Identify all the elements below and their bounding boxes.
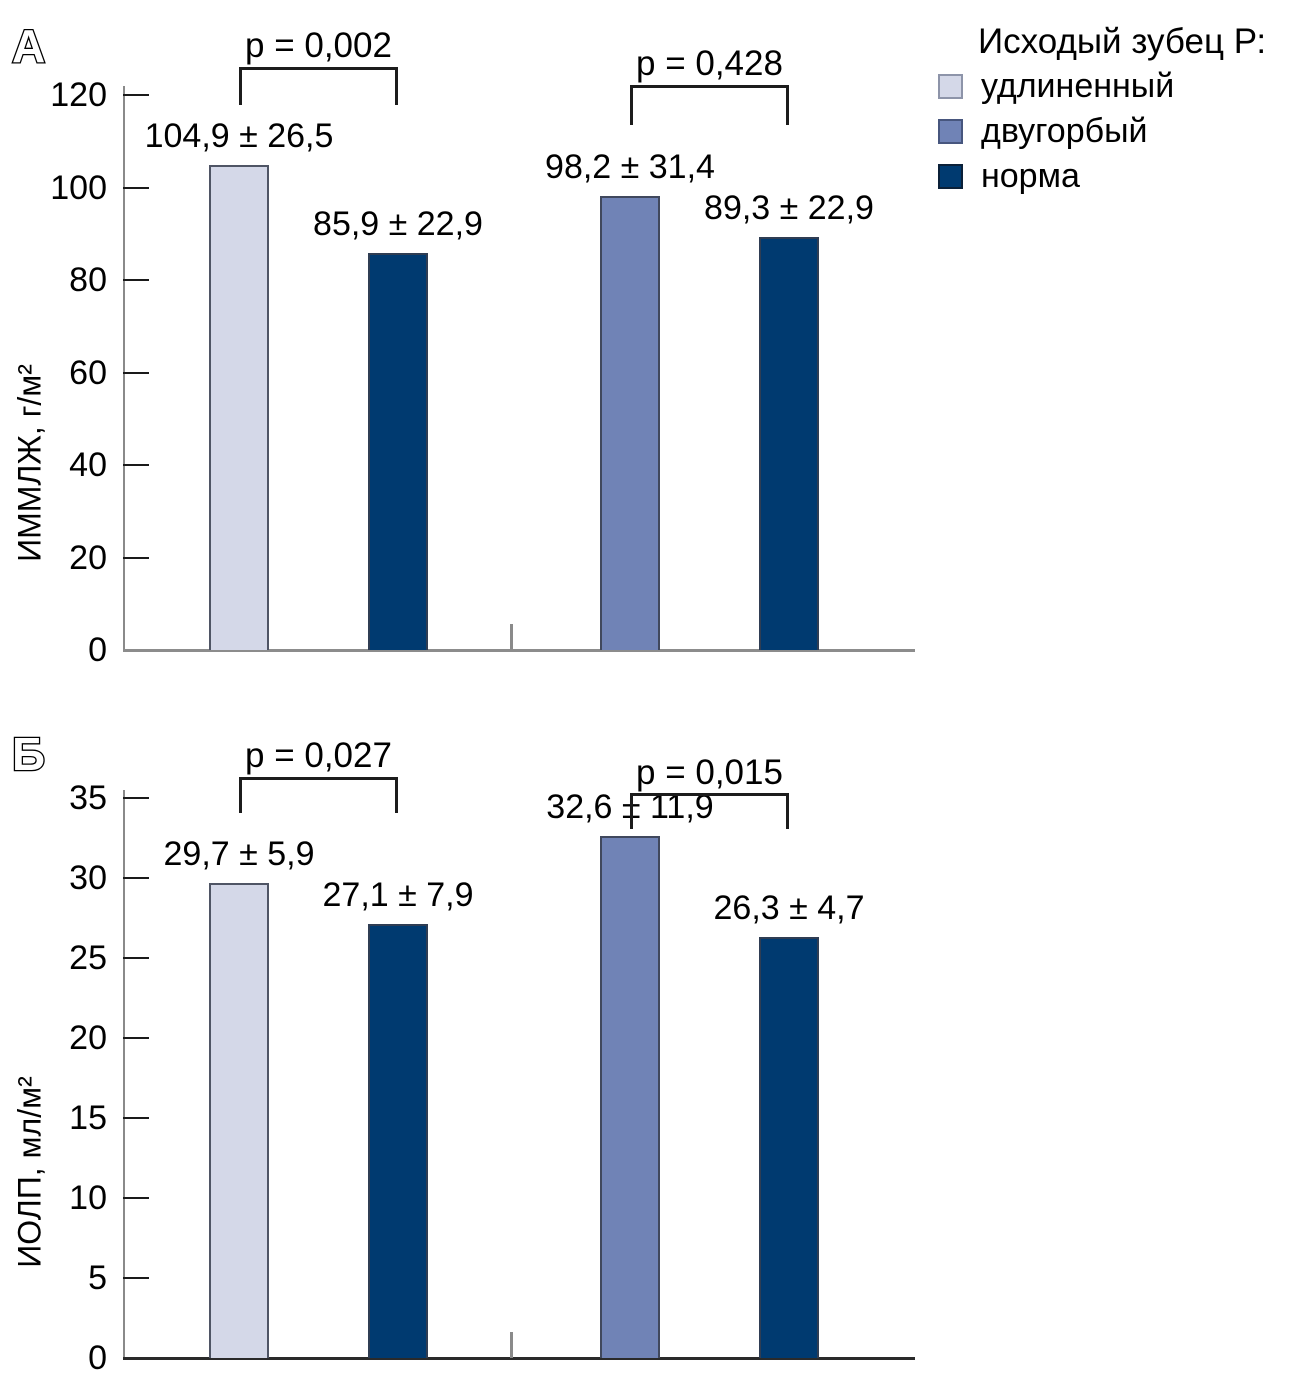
bar-value-label: 89,3 ± 22,9 xyxy=(704,188,874,227)
bar-value-label: 98,2 ± 31,4 xyxy=(545,147,715,186)
group-divider-tick xyxy=(510,624,513,650)
bar-двугорбый-3 xyxy=(600,836,660,1358)
p-value-label: p = 0,002 xyxy=(245,26,392,65)
axis-y-tick xyxy=(123,877,149,879)
panel-a-letter: А xyxy=(11,19,47,74)
axis-y-tick-label: 20 xyxy=(69,538,107,577)
axis-y-tick-label: 0 xyxy=(88,1339,107,1377)
axis-y-tick-label: 20 xyxy=(69,1019,107,1057)
group-divider-tick xyxy=(510,1332,513,1358)
p-value-label: p = 0,027 xyxy=(245,736,392,775)
axis-y-tick xyxy=(123,94,149,96)
axis-y-tick-label: 35 xyxy=(69,779,107,817)
axis-y-title: ИММЛЖ, г/м² xyxy=(11,364,48,562)
bar-value-label: 85,9 ± 22,9 xyxy=(313,204,483,243)
axis-y-tick xyxy=(123,1277,149,1279)
bar-удлиненный-1 xyxy=(209,164,269,650)
axis-x-baseline xyxy=(123,1357,915,1360)
legend-item-norma: норма xyxy=(938,154,1278,199)
axis-y-tick-label: 25 xyxy=(69,939,107,977)
axis-y-line xyxy=(123,790,125,1358)
legend-item-label: двугорбый xyxy=(981,112,1148,150)
axis-y-title: ИОЛП, мл/м² xyxy=(11,1076,48,1268)
bar-value-label: 26,3 ± 4,7 xyxy=(713,889,865,928)
axis-y-tick xyxy=(123,1117,149,1119)
axis-y-tick xyxy=(123,464,149,466)
legend-item-udlinenny: удлиненный xyxy=(938,64,1278,109)
axis-x-baseline xyxy=(123,649,915,652)
axis-y-tick xyxy=(123,556,149,559)
axis-y-tick xyxy=(123,1197,149,1199)
bar-норма-4 xyxy=(759,937,819,1358)
axis-y-tick-label: 5 xyxy=(88,1259,107,1297)
axis-y-tick-label: 30 xyxy=(69,859,107,897)
panel-b-letter: Б xyxy=(11,727,47,782)
axis-y-tick-label: 60 xyxy=(69,353,107,392)
axis-y-tick xyxy=(123,957,149,959)
panel-a-letter-text: А xyxy=(12,20,45,72)
bar-удлиненный-1 xyxy=(209,882,269,1358)
axis-y-tick xyxy=(123,186,149,189)
axis-y-line xyxy=(123,86,125,650)
bar-двугорбый-3 xyxy=(600,195,660,650)
axis-y-tick-label: 80 xyxy=(69,261,107,299)
bar-норма-4 xyxy=(759,236,819,650)
axis-y-tick xyxy=(123,279,149,281)
p-value-label: p = 0,015 xyxy=(636,753,783,792)
legend-item-label: норма xyxy=(981,157,1080,195)
legend-swatch-medium-icon xyxy=(938,119,963,144)
bar-value-label: 29,7 ± 5,9 xyxy=(163,834,315,873)
legend-item-label: удлиненный xyxy=(981,67,1175,105)
bar-value-label: 27,1 ± 7,9 xyxy=(322,876,474,915)
axis-y-tick-label: 15 xyxy=(69,1099,107,1137)
significance-bracket xyxy=(239,777,398,813)
axis-y-tick-label: 0 xyxy=(88,631,107,669)
panel-b-letter-text: Б xyxy=(12,728,45,780)
axis-y-tick-label: 10 xyxy=(69,1179,107,1217)
axis-y-tick-label: 100 xyxy=(50,168,107,207)
legend-title: Исходый зубец Р: xyxy=(978,22,1267,61)
bar-value-label: 104,9 ± 26,5 xyxy=(144,116,334,155)
legend: Исходый зубец Р: удлиненный двугорбый но… xyxy=(938,20,1278,199)
legend-item-dvugorby: двугорбый xyxy=(938,109,1278,154)
axis-y-tick xyxy=(123,371,149,374)
bar-норма-2 xyxy=(368,252,428,650)
bar-норма-2 xyxy=(368,924,428,1358)
axis-y-tick xyxy=(123,797,149,799)
legend-swatch-light-icon xyxy=(938,74,963,99)
axis-y-tick-label: 120 xyxy=(50,76,107,114)
axis-y-tick xyxy=(123,1037,149,1039)
significance-bracket xyxy=(630,793,789,829)
p-value-label: p = 0,428 xyxy=(636,44,783,83)
significance-bracket xyxy=(630,85,789,125)
significance-bracket xyxy=(239,67,398,105)
legend-swatch-dark-icon xyxy=(938,164,963,189)
axis-y-tick-label: 40 xyxy=(69,446,107,484)
